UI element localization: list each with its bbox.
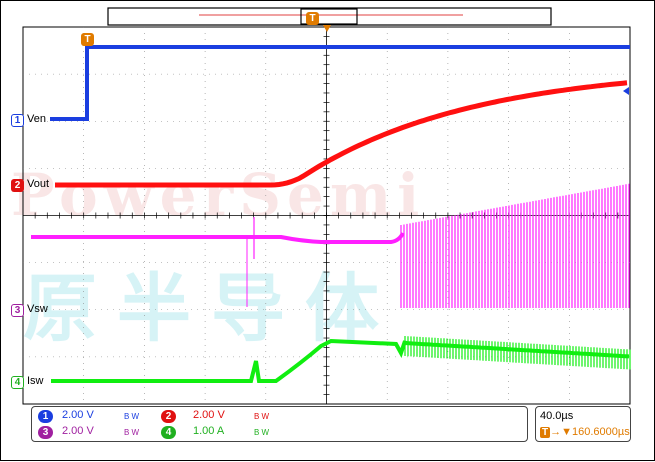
ch2-ground-marker[interactable]: 2 [11,179,24,192]
trigger-record-icon: T [306,12,319,25]
ch1-label: Ven [27,113,46,125]
ch2-scale: 2.00 V [193,409,225,421]
ch4-bandwidth-icon: B W [254,428,270,437]
ch1-chip[interactable]: 1 [38,410,53,423]
ch3-chip[interactable]: 3 [38,426,53,439]
ch4-chip[interactable]: 4 [161,426,176,439]
ch4-ground-marker[interactable]: 4 [11,376,24,389]
ch3-trace [31,232,405,244]
trigger-point-icon: T [81,33,94,46]
watermark-text: PowerSemi [11,161,426,229]
ch4-label: Isw [27,375,44,387]
ch3-bandwidth-icon: B W [124,428,140,437]
record-bar [107,7,552,26]
ch3-scale: 2.00 V [62,425,94,437]
ch1-trace [50,45,630,121]
ch3-switching [400,183,630,308]
ch2-label: Vout [27,178,50,190]
ch3-label: Vsw [27,303,48,315]
timebase-panel[interactable]: 40.0µs T →▼160.6000µs [535,406,631,442]
trigger-icon: T [540,427,551,438]
channel-status-bar[interactable]: 1 2.00 V B W 2 2.00 V B W 3 2.00 V B W 4… [31,406,528,442]
ch4-ripple [404,336,631,370]
ch2-trace [55,80,628,188]
ch4-scale: 1.00 A [193,425,225,437]
ch4-trace [51,338,630,383]
traces [31,45,631,383]
trigger-arrow-icon: →▼ [550,426,572,438]
ch2-bandwidth-icon: B W [254,412,270,421]
ch2-chip[interactable]: 2 [161,410,176,423]
ch1-bandwidth-icon: B W [124,412,140,421]
ch1-ground-marker[interactable]: 1 [11,114,24,127]
graticule-grid [22,26,631,405]
watermark-text-cn: 原半导体 [23,266,399,352]
ch1-scale: 2.00 V [62,409,94,421]
ch3-ground-marker[interactable]: 3 [11,304,24,317]
trigger-position-readout: T →▼160.6000µs [540,426,630,438]
trigger-position-icon [323,25,331,32]
timebase-value: 40.0µs [540,410,574,422]
trigger-level-icon [623,87,629,95]
trigger-position-value: 160.6000µs [572,426,630,438]
record-view-window [300,8,358,25]
